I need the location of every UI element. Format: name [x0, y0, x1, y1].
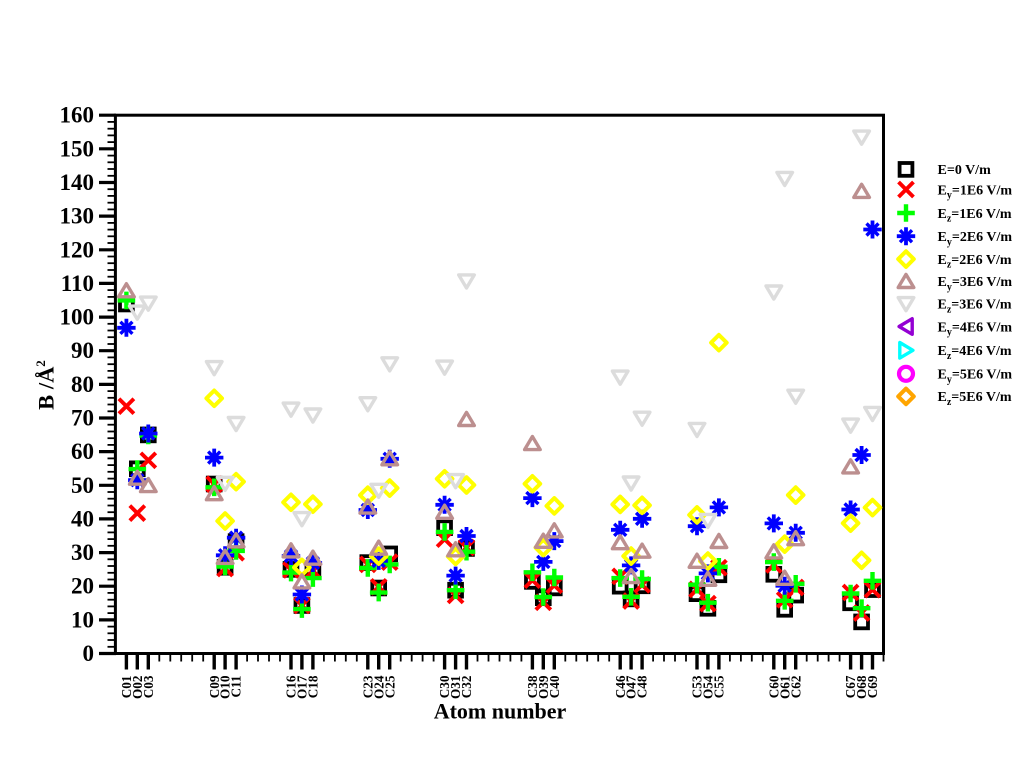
svg-text:C69: C69 [865, 675, 880, 698]
svg-text:O17: O17 [295, 675, 310, 699]
svg-text:Ez=3E6 V/m: Ez=3E6 V/m [938, 298, 1012, 316]
svg-text:C53: C53 [690, 675, 705, 698]
svg-text:C23: C23 [360, 675, 375, 698]
svg-text:Ey=5E6 V/m: Ey=5E6 V/m [938, 368, 1013, 386]
svg-text:70: 70 [71, 406, 94, 431]
svg-text:C48: C48 [635, 675, 650, 698]
svg-text:Ey=1E6 V/m: Ey=1E6 V/m [938, 183, 1013, 201]
svg-text:C67: C67 [843, 675, 858, 698]
svg-text:C03: C03 [141, 675, 156, 698]
svg-text:C32: C32 [459, 675, 474, 698]
svg-text:90: 90 [71, 338, 94, 363]
svg-text:C11: C11 [229, 676, 244, 698]
svg-text:O02: O02 [130, 675, 145, 699]
svg-text:O39: O39 [536, 675, 551, 699]
svg-text:C62: C62 [788, 675, 803, 698]
svg-text:110: 110 [61, 271, 94, 296]
svg-text:C38: C38 [525, 675, 540, 698]
svg-text:O54: O54 [701, 675, 716, 699]
svg-text:C18: C18 [306, 675, 321, 698]
svg-text:10: 10 [71, 607, 94, 632]
svg-text:30: 30 [71, 540, 94, 565]
svg-text:O47: O47 [624, 675, 639, 699]
svg-text:O61: O61 [777, 676, 792, 699]
svg-text:0: 0 [83, 641, 95, 666]
svg-text:C40: C40 [547, 675, 562, 698]
svg-text:60: 60 [71, 439, 94, 464]
svg-text:100: 100 [60, 305, 95, 330]
svg-text:80: 80 [71, 372, 94, 397]
svg-text:20: 20 [71, 574, 94, 599]
svg-text:140: 140 [60, 170, 95, 195]
svg-text:O68: O68 [854, 675, 869, 699]
svg-text:C30: C30 [437, 675, 452, 698]
svg-text:Ey=2E6 V/m: Ey=2E6 V/m [938, 230, 1013, 248]
svg-text:Ez=4E6 V/m: Ez=4E6 V/m [938, 344, 1012, 362]
svg-text:Atom number: Atom number [434, 699, 567, 724]
svg-text:C60: C60 [766, 675, 781, 698]
svg-text:Ez=5E6 V/m: Ez=5E6 V/m [938, 390, 1012, 408]
svg-text:C55: C55 [712, 675, 727, 698]
svg-text:B /Å2: B /Å2 [33, 360, 59, 410]
svg-text:C25: C25 [382, 675, 397, 698]
svg-text:O31: O31 [448, 676, 463, 699]
svg-text:130: 130 [60, 204, 95, 229]
svg-text:C46: C46 [613, 675, 628, 698]
svg-text:O24: O24 [371, 675, 386, 699]
svg-text:C01: C01 [119, 676, 134, 699]
svg-text:150: 150 [60, 136, 95, 161]
svg-text:50: 50 [71, 473, 94, 498]
svg-text:160: 160 [60, 103, 95, 128]
svg-text:O10: O10 [218, 675, 233, 699]
svg-text:120: 120 [60, 237, 95, 262]
svg-text:Ez=1E6 V/m: Ez=1E6 V/m [938, 207, 1012, 225]
svg-text:Ey=4E6 V/m: Ey=4E6 V/m [938, 320, 1013, 338]
svg-text:Ey=3E6 V/m: Ey=3E6 V/m [938, 275, 1013, 293]
svg-text:40: 40 [71, 506, 94, 531]
svg-text:C09: C09 [207, 675, 222, 698]
svg-text:E=0 V/m: E=0 V/m [938, 163, 992, 178]
svg-text:Ez=2E6 V/m: Ez=2E6 V/m [938, 253, 1012, 271]
svg-text:C16: C16 [284, 675, 299, 698]
